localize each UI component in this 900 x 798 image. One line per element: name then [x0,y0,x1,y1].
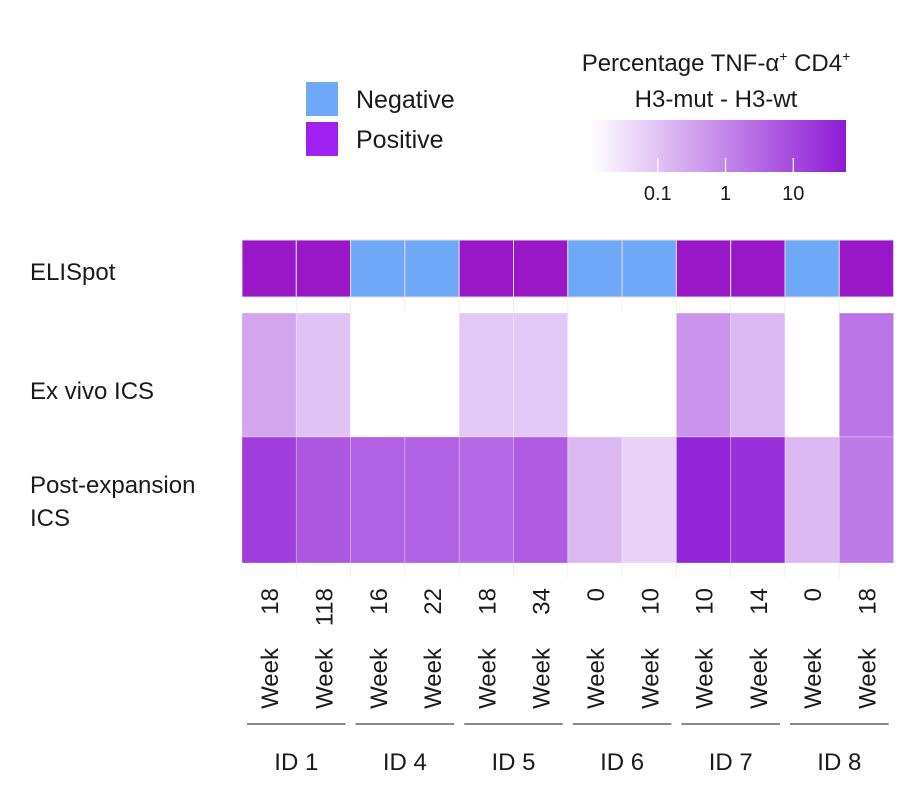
post-expansion-cell [295,436,351,564]
elispot-cell [621,239,677,298]
column-week-word: Week [637,647,664,709]
column-week-number: 118 [311,588,338,626]
ex-vivo-cell [404,312,460,438]
post-expansion-cell [784,436,840,564]
row-label-post-expansion-line2: ICS [30,505,70,532]
elispot-cell [404,239,460,298]
elispot-cell [241,239,297,298]
legend-positive-label: Positive [356,126,444,154]
post-expansion-cell [241,436,297,564]
group-label: ID 5 [491,749,535,776]
ex-vivo-cell [513,312,569,438]
elispot-cell [513,239,569,298]
colorbar-ticks: 0.1 1 10 [644,158,804,205]
colorbar: Percentage TNF-α+ CD4+ H3-mut - H3-wt 0.… [582,48,851,205]
ex-vivo-cell [838,312,894,438]
post-expansion-cell [458,436,514,564]
colorbar-title-cd: CD4 [787,50,842,77]
group-label: ID 4 [383,749,427,776]
elispot-cell [567,239,623,298]
legend-negative-label: Negative [356,86,455,114]
legend-positive-swatch [306,122,338,156]
colorbar-title-sup2: + [842,48,850,64]
colorbar-title-line2: H3-mut - H3-wt [635,86,798,113]
column-week-number: 34 [529,588,556,615]
ex-vivo-cell [241,312,297,438]
column-week-word: Week [692,647,719,709]
column-week-word: Week [257,647,284,709]
colorbar-title-line1: Percentage TNF-α+ CD4+ [582,48,851,77]
ex-vivo-cell [676,312,732,438]
group-label: ID 7 [709,749,753,776]
elispot-cell [730,239,786,298]
row-label-post-expansion-line1: Post-expansion [30,472,195,499]
post-expansion-cell [404,436,460,564]
column-labels: 18 Week 118 Week 16 Week 22 Week 18 Week 34 Week 0 We… [257,588,881,709]
row-label-elispot: ELISpot [30,259,116,286]
column-week-number: 22 [420,588,447,615]
colorbar-tick-label: 1 [720,183,731,205]
ex-vivo-cell [295,312,351,438]
column-week-number: 10 [692,588,719,615]
ex-vivo-cell [567,312,623,438]
elispot-cell [350,239,406,298]
post-expansion-cell [676,436,732,564]
elispot-cell [675,239,732,298]
colorbar-title-main: Percentage TNF-α [582,50,780,77]
elispot-cell [838,239,895,298]
heatmap-cells [241,239,895,564]
elispot-cell [784,239,840,298]
post-expansion-cell [621,436,677,564]
column-week-word: Week [311,647,338,709]
column-week-number: 18 [854,588,881,615]
group-label: ID 6 [600,749,644,776]
column-week-word: Week [366,647,393,709]
column-week-word: Week [474,647,501,709]
column-week-number: 0 [583,588,610,601]
column-week-number: 18 [474,588,501,615]
ex-vivo-cell [458,312,514,438]
colorbar-gradient [590,120,846,172]
post-expansion-cell [730,436,786,564]
row-label-ex-vivo: Ex vivo ICS [30,378,154,405]
column-week-number: 10 [637,588,664,615]
column-week-word: Week [420,647,447,709]
column-week-word: Week [854,647,881,709]
group-label: ID 1 [274,749,318,776]
ex-vivo-cell [621,312,677,438]
column-week-number: 14 [746,588,773,615]
colorbar-title-sup1: + [779,48,787,64]
column-week-word: Week [583,647,610,709]
post-expansion-cell [838,436,894,564]
legend: Negative Positive [306,82,455,156]
ex-vivo-cell [784,312,840,438]
column-week-number: 16 [366,588,393,615]
post-expansion-cell [513,436,569,564]
colorbar-tick-label: 0.1 [644,183,672,205]
group-labels: ID 1 ID 4 ID 5 ID 6 ID 7 ID 8 [247,723,889,776]
post-expansion-cell [350,436,406,564]
elispot-cell [295,239,352,298]
column-week-word: Week [746,647,773,709]
legend-negative-swatch [306,82,338,116]
post-expansion-cell [567,436,623,564]
group-label: ID 8 [817,749,861,776]
ex-vivo-cell [350,312,406,438]
column-week-number: 0 [800,588,827,601]
elispot-cell [458,239,515,298]
column-week-word: Week [529,647,556,709]
ex-vivo-cell [730,312,786,438]
colorbar-tick-label: 10 [782,183,804,205]
row-labels: ELISpot Ex vivo ICS Post-expansion ICS [30,259,195,532]
column-week-number: 18 [257,588,284,615]
column-week-word: Week [800,647,827,709]
